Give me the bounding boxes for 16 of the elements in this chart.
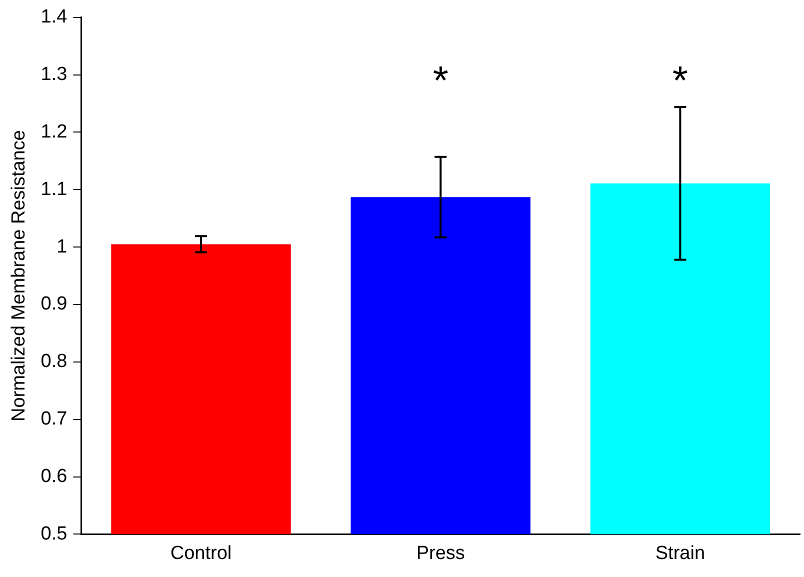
x-tick-label: Press — [416, 542, 465, 564]
y-tick-label: 1.2 — [40, 121, 68, 142]
y-tick-label: 0.6 — [40, 466, 68, 488]
y-tick-label: 0.7 — [40, 408, 68, 430]
annotation: * — [672, 58, 688, 103]
y-tick-label: 0.8 — [40, 351, 68, 372]
y-tick-label: 1.4 — [40, 6, 68, 28]
x-tick-label: Strain — [655, 542, 706, 564]
y-tick-label: 1 — [56, 236, 68, 258]
y-tick-label: 0.9 — [40, 294, 68, 315]
y-axis-title: Normalized Membrane Resistance — [8, 130, 30, 422]
annotation: * — [432, 58, 448, 103]
y-tick-label: 1.3 — [40, 64, 68, 86]
y-tick-label: 1.1 — [40, 178, 68, 200]
y-tick-label: 0.5 — [40, 523, 68, 544]
x-tick-label: Control — [170, 542, 232, 564]
